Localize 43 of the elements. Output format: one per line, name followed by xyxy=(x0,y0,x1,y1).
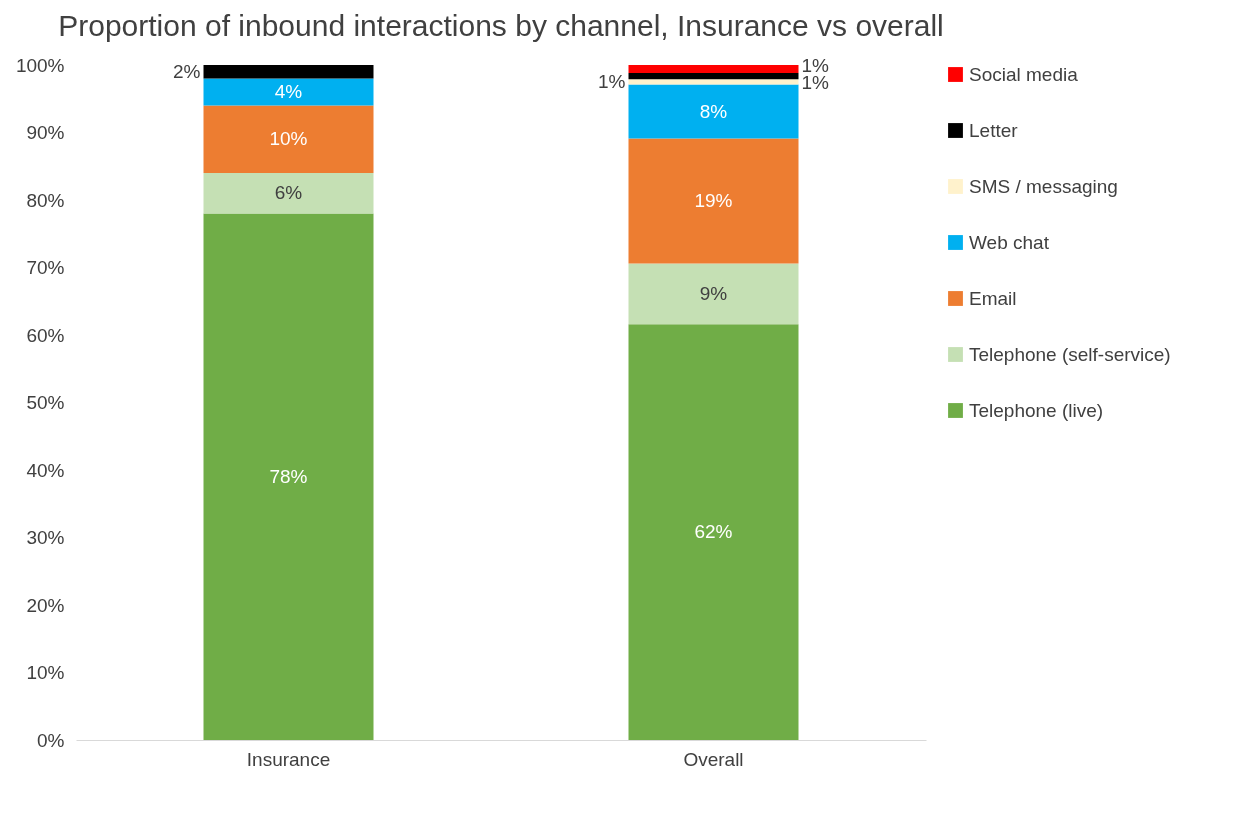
y-tick-label: 60% xyxy=(26,324,65,346)
data-label: 10% xyxy=(269,128,308,150)
data-label: 62% xyxy=(694,521,733,543)
bar xyxy=(628,263,799,325)
y-tick-label: 0% xyxy=(37,729,65,751)
data-label: 8% xyxy=(699,100,728,122)
x-tick-label: Overall xyxy=(683,748,744,770)
y-tick-label: 30% xyxy=(26,527,65,548)
chart-title: Proportion of inbound interactions by channel, Insurance vs overall xyxy=(58,9,944,42)
bar xyxy=(628,65,799,74)
y-tick-label: 80% xyxy=(26,189,65,211)
x-tick-label: Insurance xyxy=(246,748,331,770)
legend-label: SMS / messaging xyxy=(969,175,1118,197)
bar xyxy=(628,73,799,80)
y-tick-label: 90% xyxy=(26,122,65,143)
bar xyxy=(628,79,799,85)
y-tick-label: 70% xyxy=(26,257,65,278)
legend-label: Web chat xyxy=(969,231,1050,253)
bar xyxy=(628,138,799,264)
data-label: 4% xyxy=(274,81,303,102)
legend-label: Social media xyxy=(969,63,1079,85)
y-tick-label: 40% xyxy=(26,459,65,481)
bar xyxy=(203,105,374,173)
data-label: 2% xyxy=(173,60,201,82)
bar xyxy=(628,324,799,740)
legend-label: Letter xyxy=(969,119,1019,141)
data-label: 9% xyxy=(699,282,728,304)
data-label: 6% xyxy=(274,182,303,204)
data-label: 78% xyxy=(269,465,308,487)
legend-label: Telephone (live) xyxy=(969,399,1104,421)
data-label: 19% xyxy=(694,190,733,212)
legend-label: Email xyxy=(969,287,1017,309)
bar xyxy=(203,173,374,214)
y-tick-label: 20% xyxy=(26,594,65,616)
y-tick-label: 50% xyxy=(26,392,65,413)
y-tick-label: 10% xyxy=(26,662,65,683)
legend-label: Telephone (self-service) xyxy=(969,343,1171,365)
bar xyxy=(203,78,374,106)
bar xyxy=(628,84,799,139)
data-label: 1% xyxy=(598,70,626,92)
y-tick-label: 100% xyxy=(15,54,65,76)
bar xyxy=(203,213,374,740)
bar xyxy=(203,65,374,79)
